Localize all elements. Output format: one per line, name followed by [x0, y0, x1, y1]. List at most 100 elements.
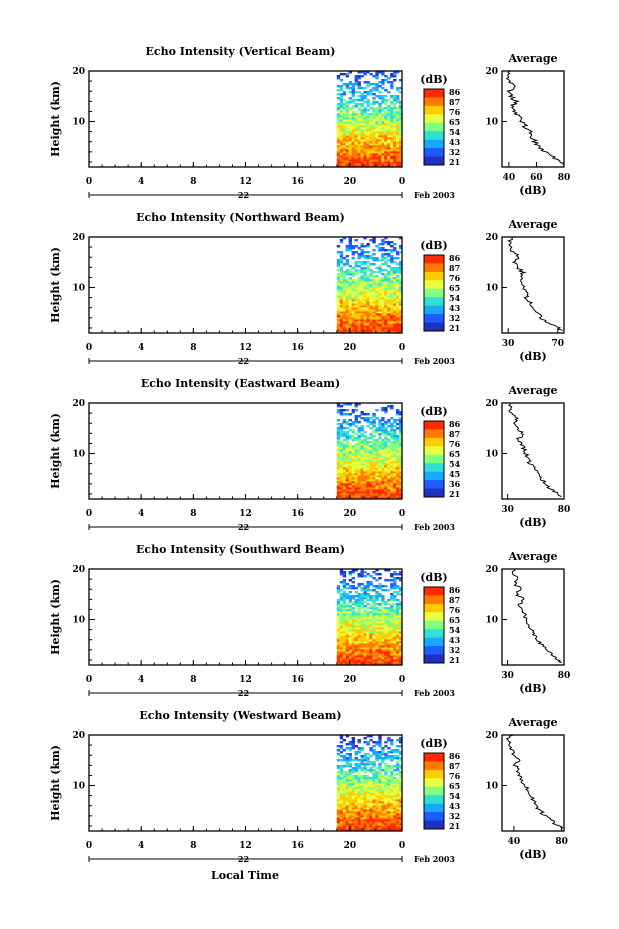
heatmap-cell — [399, 271, 403, 274]
heatmap-cell — [375, 639, 379, 642]
heatmap-cell — [378, 825, 382, 828]
heatmap-cell — [336, 779, 341, 782]
heatmap-cell — [342, 91, 347, 94]
heatmap-cell — [354, 299, 358, 302]
heatmap-cell — [369, 93, 373, 96]
heatmap-cell — [399, 745, 403, 748]
heatmap-cell — [360, 625, 364, 628]
heatmap-cell — [345, 323, 350, 326]
heatmap-cell — [363, 763, 367, 766]
heatmap-cell — [369, 133, 373, 136]
heatmap-cell — [387, 431, 391, 434]
heatmap-cell — [372, 785, 376, 788]
heatmap-cell — [336, 787, 341, 790]
heatmap-cell — [345, 735, 350, 738]
colorbar-swatch — [424, 122, 444, 132]
heatmap-cell — [339, 305, 344, 308]
heatmap-cell — [354, 437, 358, 440]
heatmap-cell — [360, 623, 364, 626]
heatmap-cell — [372, 745, 376, 748]
heatmap-cell — [387, 127, 391, 130]
heatmap-cell — [384, 467, 388, 470]
heatmap-cell — [378, 113, 382, 116]
heatmap-cell — [357, 799, 361, 802]
heatmap-cell — [351, 267, 355, 270]
heatmap-cell — [390, 281, 394, 284]
heatmap-cell — [378, 463, 382, 466]
heatmap-cell — [369, 299, 373, 302]
heatmap-cell — [339, 425, 344, 428]
heatmap-cell — [357, 297, 361, 300]
heatmap-cell — [366, 163, 370, 166]
heatmap-cell — [387, 107, 391, 110]
heatmap-cell — [366, 281, 370, 284]
heatmap-cell — [363, 637, 367, 640]
heatmap-cell — [339, 655, 344, 658]
heatmap-cell — [393, 659, 397, 662]
heatmap-cell — [354, 421, 358, 424]
heatmap-cell — [351, 493, 355, 496]
heatmap-cell — [345, 455, 350, 458]
heatmap-cell — [399, 649, 403, 652]
heatmap-cell — [354, 781, 358, 784]
heatmap-cell — [384, 809, 388, 812]
heatmap-cell — [378, 271, 382, 274]
heatmap-cell — [384, 623, 388, 626]
heatmap-cell — [345, 821, 350, 824]
average-x-label: (dB) — [519, 682, 546, 695]
heatmap-cell — [348, 313, 353, 316]
heatmap-cell — [363, 663, 367, 666]
heatmap-cell — [360, 789, 364, 792]
heatmap-cell — [381, 827, 385, 830]
heatmap-cell — [375, 495, 379, 498]
heatmap-cell — [357, 797, 361, 800]
heatmap-cell — [378, 155, 382, 158]
heatmap-cell — [336, 403, 341, 406]
heatmap-cell — [357, 653, 361, 656]
heatmap-cell — [378, 807, 382, 810]
heatmap-cell — [372, 157, 376, 160]
heatmap-cell — [375, 787, 379, 790]
heatmap-cell — [396, 89, 400, 92]
heatmap-cell — [393, 777, 397, 780]
heatmap-cell — [384, 325, 388, 328]
heatmap-cell — [354, 135, 358, 138]
heatmap-cell — [375, 473, 379, 476]
heatmap-cell — [348, 587, 353, 590]
heatmap-cell — [369, 427, 373, 430]
heatmap-cell — [345, 787, 350, 790]
heatmap-cell — [381, 489, 385, 492]
heatmap-cell — [393, 269, 397, 272]
heatmap-cell — [381, 797, 385, 800]
heatmap-cell — [354, 653, 358, 656]
heatmap-cell — [384, 817, 388, 820]
heatmap-cell — [384, 579, 388, 582]
heatmap-cell — [372, 445, 376, 448]
heatmap-cell — [342, 463, 347, 466]
heatmap-cell — [384, 785, 388, 788]
heatmap-cell — [360, 243, 364, 246]
heatmap-cell — [393, 823, 397, 826]
heatmap-cell — [393, 121, 397, 124]
avg-x-tick-label: 40 — [508, 837, 521, 847]
heatmap-cell — [360, 327, 364, 330]
heatmap-cell — [372, 471, 376, 474]
heatmap-cell — [339, 469, 344, 472]
heatmap-cell — [381, 285, 385, 288]
heatmap-cell — [396, 123, 400, 126]
heatmap-cell — [354, 821, 358, 824]
heatmap-cell — [399, 127, 403, 130]
heatmap-cell — [390, 619, 394, 622]
heatmap-cell — [345, 639, 350, 642]
heatmap-cell — [384, 807, 388, 810]
heatmap-cell — [357, 783, 361, 786]
heatmap-cell — [375, 649, 379, 652]
heatmap-cell — [372, 287, 376, 290]
heatmap-cell — [393, 257, 397, 260]
heatmap-cell — [399, 625, 403, 628]
heatmap-cell — [357, 329, 361, 332]
heatmap-cell — [342, 427, 347, 430]
heatmap-cell — [357, 143, 361, 146]
heatmap-cell — [360, 133, 364, 136]
heatmap-cell — [357, 809, 361, 812]
